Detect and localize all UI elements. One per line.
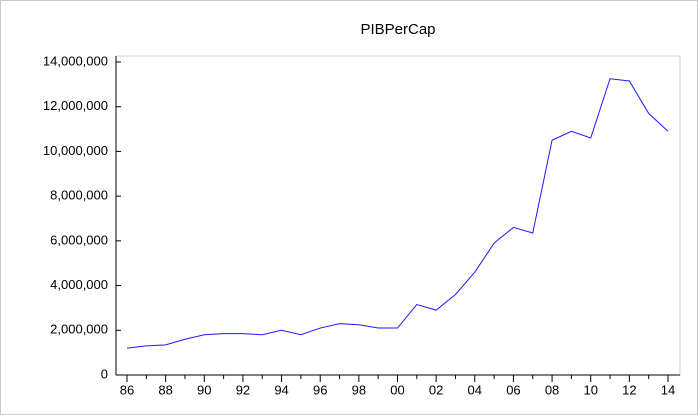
y-tick-label: 12,000,000 (43, 98, 108, 113)
x-tick-label: 96 (313, 382, 327, 397)
x-tick-label: 08 (545, 382, 559, 397)
plot-frame (115, 55, 681, 376)
x-tick-label: 90 (197, 382, 211, 397)
x-tick-label: 94 (274, 382, 288, 397)
x-tick-label: 00 (390, 382, 404, 397)
x-tick-label: 86 (120, 382, 134, 397)
x-tick-label: 04 (468, 382, 482, 397)
chart-title: PIBPerCap (360, 21, 435, 38)
x-tick-label: 10 (583, 382, 597, 397)
y-tick-label: 8,000,000 (50, 188, 108, 203)
y-tick-label: 0 (101, 366, 108, 381)
x-tick-label: 14 (661, 382, 675, 397)
x-tick-label: 98 (352, 382, 366, 397)
y-tick-label: 2,000,000 (50, 322, 108, 337)
x-tick-label: 02 (429, 382, 443, 397)
y-tick-label: 4,000,000 (50, 277, 108, 292)
y-tick-label: 14,000,000 (43, 53, 108, 68)
x-tick-label: 12 (622, 382, 636, 397)
x-tick-label: 06 (506, 382, 520, 397)
x-tick-label: 92 (236, 382, 250, 397)
y-tick-label: 10,000,000 (43, 143, 108, 158)
x-tick-label: 88 (158, 382, 172, 397)
y-tick-label: 6,000,000 (50, 232, 108, 247)
line-series (126, 78, 669, 349)
